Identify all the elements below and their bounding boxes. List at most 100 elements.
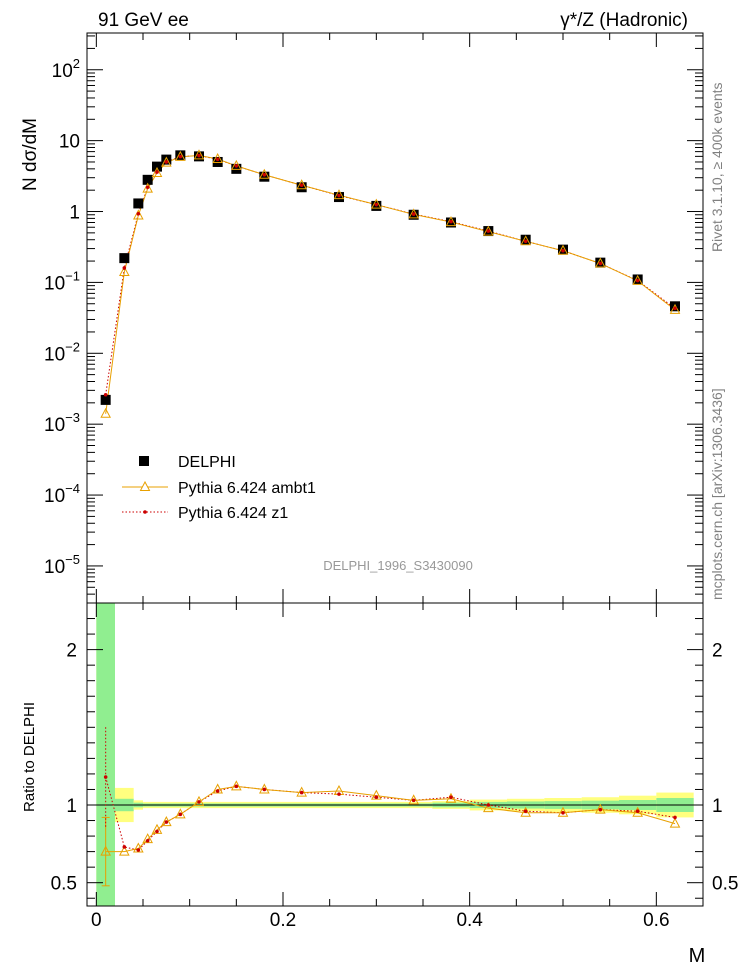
ambt1-point bbox=[100, 407, 111, 418]
ratio-z1-point bbox=[486, 803, 491, 807]
ratio-ambt1-point bbox=[408, 794, 419, 805]
z1-point bbox=[486, 229, 491, 233]
y-tick-label: 10−5 bbox=[44, 552, 80, 578]
ratio-ambt1-point bbox=[445, 792, 457, 803]
ratio-y-tick-label-right: 2 bbox=[712, 641, 723, 662]
y-tick-label: 1 bbox=[69, 203, 80, 224]
ambt1-point bbox=[175, 150, 186, 161]
y-tick-label-exponent: −1 bbox=[65, 268, 80, 283]
ratio-z1-point bbox=[449, 795, 453, 800]
z1-point bbox=[136, 211, 141, 216]
ambt1-point bbox=[520, 235, 531, 246]
ratio-z1-point bbox=[374, 795, 379, 800]
x-tick-label: 0 bbox=[91, 910, 102, 931]
delphi-data-point bbox=[670, 301, 680, 312]
y-tick-label-base: 10 bbox=[44, 415, 65, 436]
z1-point bbox=[523, 239, 528, 244]
ratio-z1-point bbox=[561, 810, 565, 815]
ratio-z1-point bbox=[122, 845, 127, 849]
ambt1-point bbox=[669, 303, 681, 314]
ratio-z1-point bbox=[197, 800, 201, 804]
z1-point bbox=[155, 170, 159, 174]
y-tick-label: 10−3 bbox=[44, 410, 80, 436]
z1-point bbox=[635, 278, 640, 283]
delphi-data-point bbox=[152, 161, 162, 172]
delphi-data-point bbox=[100, 394, 111, 405]
ratio-z1-point bbox=[598, 807, 603, 812]
y-tick-label: 10−4 bbox=[44, 481, 80, 507]
main-panel-marks bbox=[100, 149, 681, 418]
ambt1-point bbox=[133, 209, 144, 220]
x-tick-label: 0.6 bbox=[643, 910, 669, 931]
delphi-data-point bbox=[259, 171, 270, 182]
ratio-y-tick-label-right: 0.5 bbox=[712, 874, 738, 895]
ratio-ambt1-point bbox=[483, 802, 494, 813]
ratio-z1-point bbox=[136, 848, 141, 852]
delphi-data-point bbox=[296, 182, 307, 193]
delphi-data-point bbox=[119, 253, 130, 264]
z1-point bbox=[374, 202, 379, 207]
ambt1-point bbox=[445, 215, 457, 227]
ratio-z1-point bbox=[234, 784, 239, 789]
z1-point bbox=[337, 193, 341, 198]
z1-point bbox=[234, 164, 239, 168]
ambt1-point bbox=[632, 274, 643, 285]
analysis-id-label: DELPHI_1996_S3430090 bbox=[323, 558, 473, 573]
z1-point bbox=[215, 157, 220, 162]
ratio-z1-point bbox=[262, 787, 267, 792]
ambt1-point bbox=[557, 244, 569, 255]
ratio-ambt1-point bbox=[151, 823, 163, 834]
ratio-z1-point bbox=[103, 775, 108, 779]
y-tick-label-exponent: −4 bbox=[65, 481, 80, 496]
ambt1-point bbox=[231, 159, 242, 170]
header-right-title: γ*/Z (Hadronic) bbox=[560, 10, 688, 31]
ratio-ambt1-point bbox=[259, 783, 270, 794]
y-tick-label-exponent: 2 bbox=[73, 56, 80, 71]
ratio-ambt1-point bbox=[669, 817, 681, 828]
ratio-z1-point bbox=[337, 792, 341, 796]
y-tick-label-base: 10 bbox=[52, 61, 73, 82]
z1-point bbox=[299, 183, 304, 188]
ambt1-point bbox=[296, 179, 307, 190]
ratio-ambt1-point bbox=[175, 808, 186, 819]
y-tick-label-exponent: −5 bbox=[65, 552, 80, 567]
ratio-y-tick-label-left: 1 bbox=[66, 796, 77, 817]
ambt1-point bbox=[161, 156, 172, 167]
main-y-axis-label: N dσ/dM bbox=[20, 118, 41, 191]
delphi-data-point bbox=[142, 174, 153, 185]
y-tick-label: 10−2 bbox=[44, 339, 80, 365]
ratio-ambt1-point bbox=[296, 786, 307, 797]
legend-ambt1-marker bbox=[139, 480, 151, 491]
z1-point bbox=[561, 248, 565, 253]
ratio-y-tick-label-left: 0.5 bbox=[51, 874, 77, 895]
ambt1-point bbox=[408, 208, 419, 219]
legend: DELPHI Pythia 6.424 ambt1 Pythia 6.424 z1 bbox=[122, 454, 316, 522]
ratio-z1-point bbox=[178, 812, 183, 817]
ratio-panel-frame bbox=[86, 602, 704, 907]
header-left-title: 91 GeV ee bbox=[98, 10, 189, 31]
ratio-ambt1-point bbox=[520, 806, 531, 817]
y-tick-label-exponent: −2 bbox=[65, 339, 80, 354]
mcplots-label: mcplots.cern.ch [arXiv:1306.3436] bbox=[709, 388, 725, 600]
z1-point bbox=[145, 185, 150, 190]
ratio-ambt1-point bbox=[142, 833, 153, 844]
legend-z1-marker bbox=[143, 510, 147, 514]
ratio-ambt1-point bbox=[193, 795, 205, 806]
ratio-y-axis-label: Ratio to DELPHI bbox=[21, 702, 38, 812]
ratio-y-tick-label-left: 2 bbox=[66, 641, 77, 662]
ratio-z1-point bbox=[299, 790, 304, 795]
ratio-ambt1-point bbox=[212, 783, 223, 794]
rivet-version-label: Rivet 3.1.10, ≥ 400k events bbox=[709, 82, 725, 252]
z1-point bbox=[197, 153, 201, 158]
z1-point bbox=[449, 219, 453, 224]
ratio-ambt1-point bbox=[595, 803, 606, 814]
x-tick-label: 0.2 bbox=[270, 910, 296, 931]
ambt1-point bbox=[595, 257, 606, 268]
z1-point bbox=[122, 266, 127, 270]
y-tick-label: 102 bbox=[52, 56, 80, 82]
ratio-ambt1-point bbox=[100, 845, 111, 856]
delphi-data-point bbox=[212, 156, 223, 167]
ratio-ambt1-point bbox=[371, 789, 382, 800]
ratio-z1-point bbox=[411, 798, 416, 803]
